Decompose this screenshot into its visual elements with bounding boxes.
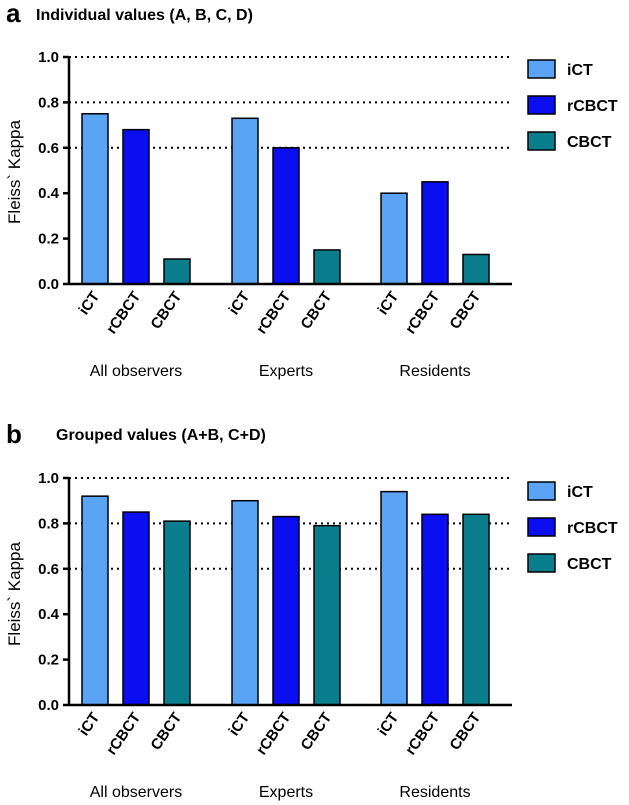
panel-b-group-label-0: All observers [90,784,182,801]
panel-b-xtick-0-1: rCBCT [103,710,144,759]
panel-b-xtick-2-1: rCBCT [402,710,443,759]
panel-a-xtick-2-2: CBCT [446,289,484,333]
panel-b-bar-experts-CBCT [313,524,341,706]
panel-a-legend-swatch-CBCT [527,131,556,151]
panel-b-group-label-1: Experts [259,784,313,801]
panel-a-bar-residents-rCBCT [421,181,449,285]
panel-b-ytick-label-2: 0.4 [38,606,60,623]
panel-b-bar-all-observers-CBCT [163,520,191,706]
panel-a-ytick-label-4: 0.8 [38,94,59,111]
panel-b-bar-experts-iCT [231,499,259,706]
panel-b-title: Grouped values (A+B, C+D) [56,427,266,444]
panel-b-legend-swatch-rCBCT [527,517,556,537]
panel-a-group-label-1: Experts [259,363,313,380]
panel-a-bar-residents-CBCT [462,253,490,285]
panel-b-legend-label-CBCT: CBCT [567,556,612,573]
panel-b-ytick-label-1: 0.2 [38,652,59,669]
panel-b-group-label-2: Residents [399,784,470,801]
panel-a-legend-label-rCBCT: rCBCT [567,98,618,115]
panel-b-bar-residents-CBCT [462,513,490,706]
panel-a-xtick-1-1: rCBCT [253,289,294,338]
panel-b-xtick-1-0: iCT [225,710,253,740]
panel-a-letter: a [6,0,21,28]
panel-a-legend-label-CBCT: CBCT [567,134,612,151]
panel-b-ytick-label-3: 0.6 [38,561,59,578]
panel-a-xtick-0-2: CBCT [147,289,185,333]
panel-b-ylabel: Fleiss` Kappa [5,541,24,645]
panel-b-bar-experts-rCBCT [272,515,300,706]
panel-a-ylabel: Fleiss` Kappa [5,119,24,223]
panel-a-bar-all-observers-CBCT [163,258,191,285]
panel-a-xtick-0-0: iCT [75,289,103,319]
panel-b-ytick-label-5: 1.0 [38,470,59,487]
panel-b-bar-all-observers-iCT [81,495,109,706]
panel-a-title: Individual values (A, B, C, D) [36,7,253,24]
panel-b-bar-all-observers-rCBCT [122,511,150,706]
panel-a-xtick-1-0: iCT [225,289,253,319]
panel-a-ytick-label-2: 0.4 [38,185,60,202]
panel-b-ytick-label-0: 0.0 [38,697,59,714]
panel-a-legend-swatch-iCT [527,59,556,79]
panel-a-bar-experts-CBCT [313,249,341,285]
panel-b-legend-swatch-iCT [527,481,556,501]
panel-a-legend-label-iCT: iCT [567,62,593,79]
panel-b-ytick-label-4: 0.8 [38,515,59,532]
panel-b-legend-label-rCBCT: rCBCT [567,520,618,537]
panel-b-legend-swatch-CBCT [527,553,556,573]
panel-a-xtick-2-0: iCT [374,289,402,319]
panel-a-bar-experts-iCT [231,117,259,285]
panel-a-bar-all-observers-iCT [81,113,109,285]
panel-a-ytick-label-5: 1.0 [38,49,59,66]
panel-a-xtick-1-2: CBCT [297,289,335,333]
panel-b-xtick-0-2: CBCT [147,710,185,754]
panel-a-ytick-label-0: 0.0 [38,276,59,293]
panel-b-xtick-2-0: iCT [374,710,402,740]
panel-b-xtick-0-0: iCT [75,710,103,740]
panel-b-bar-residents-rCBCT [421,513,449,706]
panel-a-bar-residents-iCT [380,192,408,285]
panel-b-bar-residents-iCT [380,490,408,706]
panel-a-bar-all-observers-rCBCT [122,128,150,285]
panel-a-xtick-0-1: rCBCT [103,289,144,338]
panel-b-legend-label-iCT: iCT [567,484,593,501]
panel-a-group-label-2: Residents [399,363,470,380]
panel-b-xtick-1-2: CBCT [297,710,335,754]
panel-b-xtick-2-2: CBCT [446,710,484,754]
panel-b-xtick-1-1: rCBCT [253,710,294,759]
panel-a-ytick-label-1: 0.2 [38,231,59,248]
panel-a-xtick-2-1: rCBCT [402,289,443,338]
panel-a-group-label-0: All observers [90,363,182,380]
panel-b-letter: b [6,419,22,449]
panel-a-ytick-label-3: 0.6 [38,140,59,157]
panel-a-legend-swatch-rCBCT [527,95,556,115]
panel-a-bar-experts-rCBCT [272,147,300,285]
